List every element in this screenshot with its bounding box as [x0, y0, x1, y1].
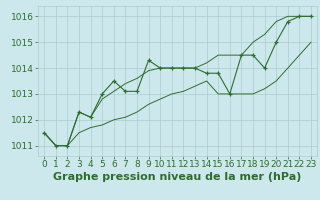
X-axis label: Graphe pression niveau de la mer (hPa): Graphe pression niveau de la mer (hPa) — [53, 172, 302, 182]
